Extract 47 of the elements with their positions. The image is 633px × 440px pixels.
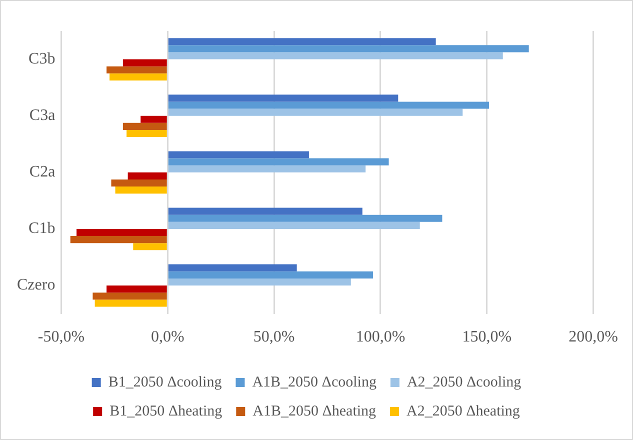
- y-tick-label: C2a: [29, 164, 56, 181]
- legend-label: A2_2050 Δcooling: [406, 374, 522, 390]
- bar: [92, 292, 167, 300]
- bar: [106, 286, 167, 293]
- legend-label: A2_2050 Δheating: [406, 403, 520, 420]
- bar: [133, 243, 167, 250]
- bar: [168, 108, 463, 116]
- legend-label: B1_2050 Δcooling: [108, 374, 222, 390]
- bar: [110, 73, 167, 80]
- y-tick-label: Czero: [17, 276, 56, 294]
- y-tick-label: C1b: [28, 220, 56, 238]
- x-tick-label: 100,0%: [356, 328, 406, 346]
- x-tick-label: 0,0%: [150, 328, 184, 346]
- x-tick-label: 50,0%: [253, 328, 295, 346]
- bar: [168, 165, 366, 172]
- bar: [168, 151, 309, 158]
- bar: [168, 94, 398, 102]
- bar: [122, 122, 167, 130]
- bar: [140, 116, 167, 123]
- bar: [168, 271, 374, 278]
- legend-label: A1B_2050 Δcooling: [252, 374, 377, 390]
- bar: [168, 102, 490, 109]
- bar: [168, 158, 389, 166]
- legend-label: B1_2050 Δheating: [110, 403, 223, 420]
- bar: [168, 264, 297, 272]
- y-tick-label: C3b: [28, 50, 56, 68]
- bar: [168, 45, 529, 52]
- bar: [168, 38, 436, 46]
- bar: [128, 172, 167, 180]
- bar: [106, 66, 167, 74]
- bar: [76, 228, 167, 236]
- bar: [115, 186, 167, 194]
- bar: [168, 208, 362, 215]
- x-tick-label: -50,0%: [38, 328, 85, 346]
- bar: [126, 130, 167, 138]
- x-tick-label: 150,0%: [462, 328, 512, 346]
- y-tick-label: C3a: [29, 107, 56, 124]
- bar: [168, 278, 351, 286]
- bar: [168, 52, 503, 60]
- bar: [122, 59, 167, 66]
- bar: [70, 236, 167, 244]
- x-tick-label: 200,0%: [568, 328, 618, 346]
- legend-label: A1B_2050 Δheating: [252, 403, 377, 420]
- bar: [168, 222, 420, 229]
- bar: [94, 300, 167, 307]
- bar: [168, 214, 442, 222]
- bar: [111, 179, 167, 187]
